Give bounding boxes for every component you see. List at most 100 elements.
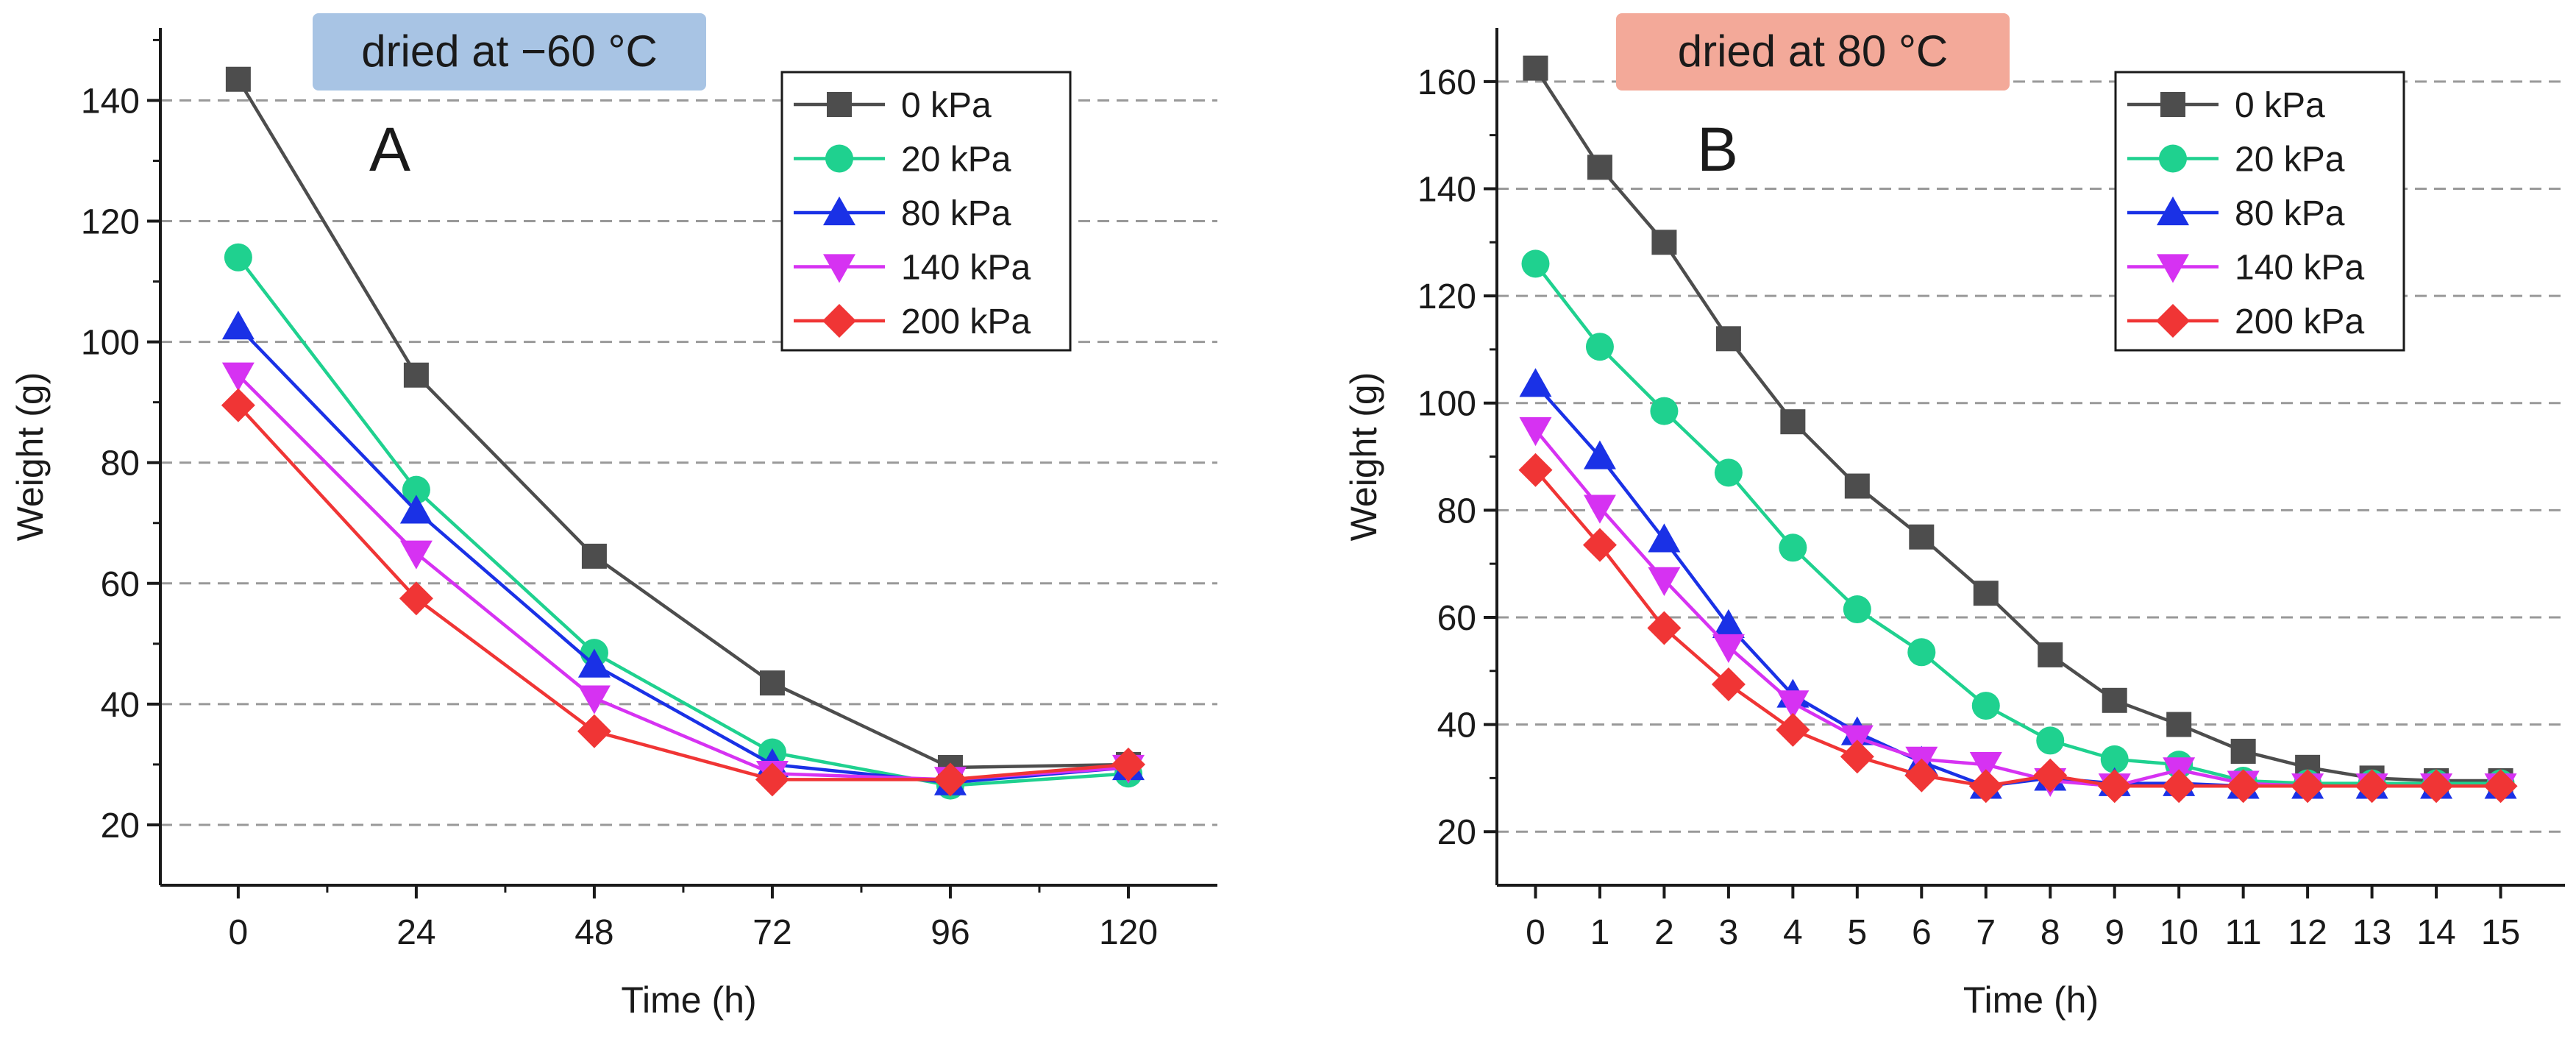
x-tick-label: 48 [574, 913, 613, 952]
data-point [1582, 528, 1617, 562]
legend-item: 80 kPa [2127, 194, 2345, 233]
data-point [2036, 726, 2065, 755]
data-point [2097, 769, 2132, 804]
data-point [2162, 769, 2196, 804]
x-tick-label: 5 [1847, 913, 1867, 952]
legend-marker [827, 92, 852, 117]
data-point [1519, 416, 1552, 447]
y-axis-label: Weight (g) [1343, 372, 1384, 542]
y-tick-label: 120 [81, 203, 140, 242]
data-point [1648, 567, 1681, 596]
y-tick-label: 100 [81, 324, 140, 363]
legend-label: 140 kPa [2235, 249, 2364, 288]
legend-label: 0 kPa [901, 86, 992, 125]
data-point [1969, 752, 2002, 781]
legend-label: 20 kPa [2235, 141, 2345, 180]
data-point [1712, 634, 1745, 663]
y-tick-label: 40 [1437, 706, 1476, 745]
y-axis-label: Weight (g) [10, 372, 51, 542]
legend-label: 200 kPa [2235, 302, 2364, 341]
data-point [2100, 745, 2129, 773]
data-point [1843, 595, 1871, 624]
legend-label: 80 kPa [901, 194, 1011, 233]
x-axis-label: Time (h) [621, 979, 756, 1021]
x-tick-label: 2 [1654, 913, 1674, 952]
data-point [1583, 440, 1616, 469]
data-point [2419, 769, 2454, 804]
badge-text: dried at 80 °C [1678, 26, 1949, 76]
panel-letter: B [1697, 115, 1738, 184]
data-point [399, 494, 433, 524]
y-tick-label: 100 [1417, 385, 1476, 424]
data-point [1585, 333, 1614, 361]
legend-item: 200 kPa [794, 302, 1031, 341]
x-tick-label: 0 [229, 913, 249, 952]
data-point [577, 685, 611, 715]
data-point [1521, 249, 1550, 278]
title-badge: dried at −60 °C [313, 13, 706, 91]
legend-label: 140 kPa [901, 249, 1031, 288]
legend-marker [823, 196, 855, 226]
legend-marker [2160, 92, 2185, 117]
data-point [1651, 230, 1677, 255]
data-point [1714, 458, 1743, 487]
y-tick-label: 160 [1417, 63, 1476, 102]
data-point [2038, 642, 2063, 667]
data-point [1518, 453, 1553, 487]
legend-marker [2156, 304, 2190, 338]
data-point [1840, 740, 1874, 774]
x-tick-label: 72 [752, 913, 791, 952]
data-point [1519, 368, 1552, 397]
y-tick-label: 80 [1437, 492, 1476, 531]
legend-item: 140 kPa [2127, 249, 2364, 288]
series-line [1534, 383, 2501, 788]
legend-marker [2159, 144, 2187, 173]
legend-item: 0 kPa [794, 86, 992, 125]
y-tick-label: 20 [101, 806, 140, 845]
data-point [2355, 769, 2389, 804]
legend-item: 80 kPa [794, 194, 1011, 233]
legend-label: 0 kPa [2235, 86, 2325, 125]
series-line [237, 256, 1129, 787]
x-tick-label: 4 [1783, 913, 1803, 952]
data-point [1776, 712, 1810, 747]
data-point [1844, 473, 1870, 499]
data-point [1779, 533, 1807, 562]
data-point [755, 762, 789, 797]
data-point [577, 648, 611, 678]
series-line [1534, 428, 2501, 788]
chart-panel-a: 20 40 60 80 100 120 140 0 24 48 72 96 120 Time (h) Wei… [10, 13, 1217, 1021]
data-point [221, 311, 255, 340]
legend-item: 200 kPa [2127, 302, 2364, 341]
series-line [1534, 469, 2501, 788]
y-tick-label: 140 [1417, 170, 1476, 209]
series-140-kpa [221, 362, 1145, 796]
badge-background [1616, 13, 2010, 91]
x-tick-label: 13 [2352, 913, 2391, 952]
x-tick-label: 8 [2040, 913, 2060, 952]
data-point [1973, 581, 1999, 606]
series-200-kpa [1518, 453, 2518, 804]
data-point [1907, 638, 1936, 667]
data-point [402, 475, 430, 504]
legend-marker [823, 254, 855, 283]
data-point [1111, 747, 1145, 781]
legend: 0 kPa 20 kPa 80 kPa 140 kPa 200 kPa [780, 71, 1072, 352]
x-tick-label: 96 [931, 913, 969, 952]
legend-marker [2157, 254, 2189, 283]
data-point [1971, 692, 2000, 720]
data-point [1712, 609, 1745, 639]
series-line [1534, 262, 2501, 785]
legend-item: 0 kPa [2127, 86, 2325, 125]
x-tick-label: 10 [2159, 913, 2198, 952]
y-tick-label: 80 [101, 444, 140, 483]
data-point [1711, 667, 1746, 701]
x-tick-label: 120 [1099, 913, 1158, 952]
x-tick-label: 15 [2481, 913, 2520, 952]
x-tick-label: 0 [1526, 913, 1545, 952]
data-point [2230, 738, 2256, 764]
legend: 0 kPa 20 kPa 80 kPa 140 kPa 200 kPa [2114, 71, 2405, 352]
